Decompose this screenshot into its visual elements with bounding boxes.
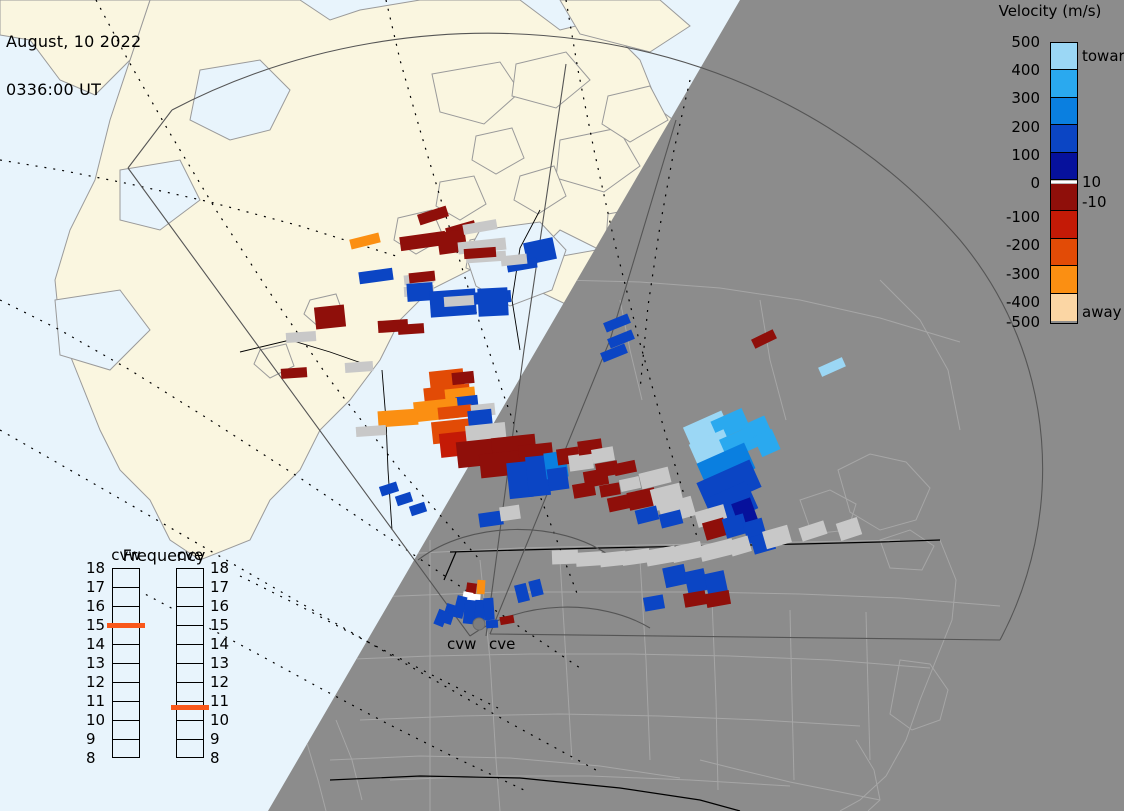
colorbar-tick: -400 (1005, 292, 1040, 311)
colorbar-tick: 0 (1030, 174, 1040, 192)
frequency-tick: 13 (210, 654, 230, 672)
station-label-cve: cve (489, 635, 516, 653)
frequency-bar-cell (113, 664, 139, 683)
colorbar-tick: 100 (1011, 145, 1040, 164)
frequency-bar-cell (113, 645, 139, 664)
frequency-tick: 15 (210, 616, 230, 634)
frequency-bar-cell (113, 721, 139, 740)
frequency-tick: 9 (210, 730, 220, 748)
frequency-bar-cvw (112, 568, 140, 758)
colorbar-segment-away (1051, 266, 1077, 294)
colorbar-tick: 200 (1011, 117, 1040, 136)
frequency-legend: Frequency cvw 18 17 16 15 14 13 12 11 10 9 8 cve 18 17… (84, 546, 244, 778)
frequency-tick: 10 (86, 711, 106, 729)
colorbar-segment-toward (1051, 70, 1077, 98)
frequency-tick: 18 (210, 559, 230, 577)
colorbar-segment-away (1051, 293, 1077, 321)
frequency-bar-cell (177, 702, 203, 721)
frequency-marker-cvw (107, 623, 145, 628)
colorbar-segment-away (1051, 211, 1077, 239)
lat-lon-gridlines (0, 0, 699, 791)
colorbar-segment-toward (1051, 97, 1077, 126)
colorbar-segment-away (1051, 183, 1077, 212)
colorbar-segment-toward (1051, 152, 1077, 180)
colorbar-gradient (1050, 42, 1078, 324)
frequency-tick: 11 (210, 692, 230, 710)
frequency-bar-cell (113, 588, 139, 607)
frequency-tick: 12 (86, 673, 106, 691)
frequency-ticks-cve: 18 17 16 15 14 13 12 11 10 9 8 (84, 546, 244, 778)
frequency-ticks-cvw: 18 17 16 15 14 13 12 11 10 9 8 (84, 546, 244, 778)
colorbar-neg-threshold: -10 (1082, 193, 1107, 211)
colorbar-tick: -200 (1005, 236, 1040, 255)
frequency-legend-title: Frequency (122, 546, 206, 565)
frequency-marker-cve (171, 704, 209, 710)
frequency-tick: 16 (210, 597, 230, 615)
station-label-cvw: cvw (447, 635, 477, 653)
colorbar-annotations: toward 10 -10 away (976, 42, 1124, 324)
colorbar-tick: 300 (1011, 89, 1040, 108)
frequency-bar-cell (177, 645, 203, 664)
frequency-tick: 14 (210, 635, 230, 653)
frequency-bar-cell (177, 721, 203, 740)
colorbar-away-label: away (1082, 303, 1122, 321)
colorbar-tick: -500 (1005, 313, 1040, 331)
colorbar-tick: 400 (1011, 61, 1040, 80)
frequency-bar-cell (177, 569, 203, 588)
title-time: 0336:00 UT (6, 80, 102, 99)
frequency-tick: 13 (86, 654, 106, 672)
colorbar-segment-zero (1051, 179, 1077, 184)
frequency-tick: 8 (86, 749, 96, 767)
colorbar-segment-toward (1051, 125, 1077, 153)
colorbar-tick: -300 (1005, 264, 1040, 283)
frequency-bar-cell (177, 664, 203, 683)
velocity-colorbar: Velocity (m/s) 500 400 300 200 100 0 -100 -200 -… (976, 0, 1124, 340)
frequency-tick: 14 (86, 635, 106, 653)
frequency-tick: 17 (86, 578, 106, 596)
frequency-bar-label-cve: cve (176, 546, 204, 564)
radar-site-marker (472, 617, 486, 631)
political-borders-dayside (239, 209, 541, 531)
colorbar-segment-toward (1051, 43, 1077, 71)
frequency-tick: 10 (210, 711, 230, 729)
frequency-bar-cell (113, 683, 139, 702)
frequency-tick: 18 (86, 559, 106, 577)
colorbar-title: Velocity (m/s) (998, 2, 1102, 20)
frequency-tick: 16 (86, 597, 106, 615)
frequency-tick: 12 (210, 673, 230, 691)
colorbar-tick: 500 (1011, 33, 1040, 51)
frequency-tick: 11 (86, 692, 106, 710)
frequency-bar-cell (177, 607, 203, 626)
frequency-tick: 17 (210, 578, 230, 596)
colorbar-toward-label: toward (1082, 47, 1124, 65)
title-date: August, 10 2022 (6, 32, 142, 51)
frequency-bar-cell (177, 626, 203, 645)
frequency-bar-label-cvw: cvw (111, 546, 141, 564)
frequency-bar-cell (113, 569, 139, 588)
timestamp-title: August, 10 2022 0336:00 UT (6, 2, 141, 130)
colorbar-segment-away (1051, 238, 1077, 267)
frequency-tick: 15 (86, 616, 106, 634)
colorbar-pos-threshold: 10 (1082, 173, 1102, 191)
colorbar-tick: -100 (1005, 208, 1040, 227)
frequency-bar-cve (176, 568, 204, 758)
frequency-bar-cell (177, 683, 203, 702)
state-boundaries-night (268, 279, 1001, 811)
frequency-bar-cell (113, 626, 139, 645)
frequency-bar-cell (177, 588, 203, 607)
frequency-tick: 9 (86, 730, 96, 748)
colorbar-tick-labels: 500 400 300 200 100 0 -100 -200 -300 -400 -500 (976, 33, 1046, 331)
frequency-bar-cell (113, 702, 139, 721)
frequency-tick: 8 (210, 749, 220, 767)
